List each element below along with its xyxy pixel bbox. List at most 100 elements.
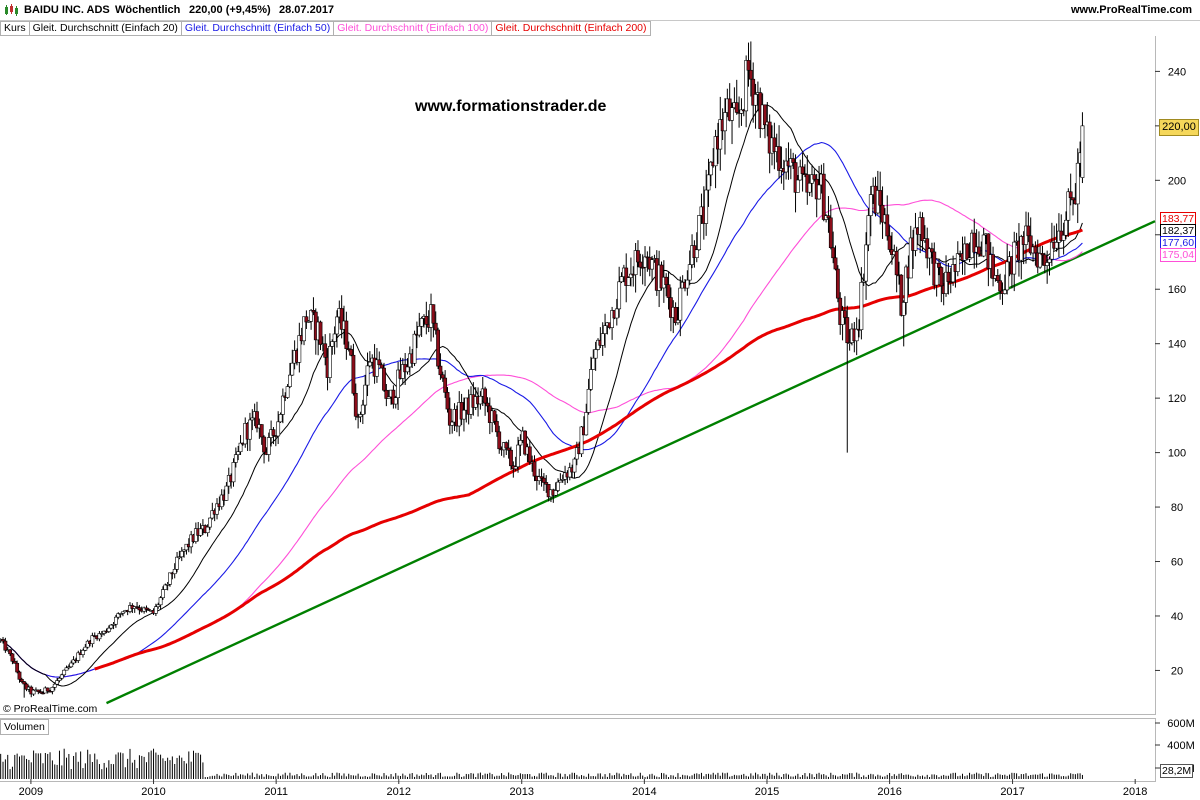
candle-body (483, 388, 488, 404)
legend-item-ma50[interactable]: Gleit. Durchschnitt (Einfach 50) (181, 21, 335, 36)
candle-body (114, 616, 118, 625)
candle-body (901, 302, 906, 316)
candle-body (633, 250, 638, 275)
candle-body (845, 317, 850, 344)
candle-body (485, 402, 490, 407)
candle-body (518, 440, 523, 446)
candle-body (38, 691, 43, 694)
candle-body (636, 250, 640, 263)
candle-body (52, 683, 57, 688)
legend-item-ma20[interactable]: Gleit. Durchschnitt (Einfach 20) (29, 21, 182, 36)
candle-body (821, 173, 826, 220)
candle-body (753, 94, 758, 106)
candle-body (238, 442, 243, 453)
candle-body (713, 136, 718, 167)
candle-body (311, 310, 316, 313)
candle-body (1040, 253, 1045, 256)
candle-body (793, 162, 798, 193)
site-link[interactable]: www.ProRealTime.com (1070, 4, 1192, 16)
candle-body (723, 112, 727, 132)
candle-body (704, 189, 709, 224)
legend-item-price[interactable]: Kurs (0, 21, 30, 36)
ma200-line (94, 228, 1083, 671)
ma50-line (0, 141, 1083, 678)
candle-body (262, 436, 266, 453)
candle-body (894, 251, 899, 276)
candle-body (386, 396, 391, 399)
candle-body (219, 494, 224, 508)
candle-body (934, 262, 939, 286)
x-axis-tick-label: 2016 (877, 786, 901, 798)
candle-body (763, 104, 767, 126)
candle-body (116, 613, 121, 618)
candle-body (572, 458, 577, 473)
candle-body (826, 215, 831, 219)
price-change: 220,00 (+9,45%) (189, 4, 271, 16)
candle-body (99, 633, 104, 635)
candle-body (62, 669, 67, 676)
candle-body (617, 281, 622, 310)
candle-body (981, 234, 986, 257)
candle-body (224, 485, 229, 501)
candle-body (375, 359, 379, 377)
candle-body (205, 526, 210, 534)
legend-item-ma200[interactable]: Gleit. Durchschnitt (Einfach 200) (492, 21, 651, 36)
candle-body (405, 366, 410, 373)
ma20-value-tag: 182,37 (1160, 224, 1197, 238)
candle-body (1061, 234, 1066, 241)
candle-body (163, 584, 168, 590)
candle-body (626, 277, 631, 286)
candle-body (462, 409, 466, 420)
candle-body (659, 264, 664, 289)
candle-body (1054, 242, 1059, 249)
candle-body (285, 386, 290, 398)
price-panel[interactable] (0, 36, 1156, 715)
candle-body (835, 268, 840, 299)
candle-body (664, 276, 669, 285)
candle-body (697, 215, 702, 251)
candle-body (302, 316, 306, 342)
candle-body (591, 357, 596, 370)
candle-body (751, 78, 756, 106)
candle-body (610, 310, 615, 328)
candle-body (859, 282, 864, 330)
candle-body (177, 556, 182, 559)
candle-body (85, 640, 90, 648)
candle-body (593, 349, 598, 359)
legend-item-ma100[interactable]: Gleit. Durchschnitt (Einfach 100) (334, 21, 493, 36)
candle-body (746, 60, 751, 71)
x-axis-tick-label: 2010 (141, 786, 165, 798)
candle-body (266, 437, 271, 455)
candle-body (393, 397, 398, 405)
candlestick-chart-icon (5, 4, 18, 16)
candle-body (90, 635, 95, 644)
candle-body (868, 194, 873, 216)
candle-body (998, 280, 1003, 292)
ma20-line (0, 104, 1083, 687)
candle-body (3, 640, 8, 651)
candle-body (1028, 235, 1033, 254)
candle-body (920, 217, 925, 242)
candle-body (1019, 236, 1024, 261)
candle-body (137, 607, 142, 611)
candle-body (391, 389, 396, 405)
candle-body (440, 374, 445, 379)
candle-body (59, 674, 64, 679)
candle-body (866, 215, 871, 246)
candle-body (111, 623, 116, 626)
x-axis-tick-label: 2012 (387, 786, 411, 798)
candle-body (323, 343, 328, 358)
candle-body (504, 442, 509, 449)
y-axis-tick-label: 140 (1168, 339, 1186, 351)
y-axis-tick-label: 60 (1171, 557, 1183, 569)
x-axis-tick-label: 2013 (509, 786, 533, 798)
candle-body (377, 359, 382, 366)
x-axis-tick-label: 2014 (632, 786, 656, 798)
candle-body (384, 389, 389, 399)
candle-body (248, 419, 252, 440)
candle-body (795, 179, 800, 193)
volume-panel[interactable] (0, 718, 1156, 782)
candle-body (288, 374, 292, 387)
candle-body (666, 284, 671, 298)
candle-body (748, 69, 753, 80)
